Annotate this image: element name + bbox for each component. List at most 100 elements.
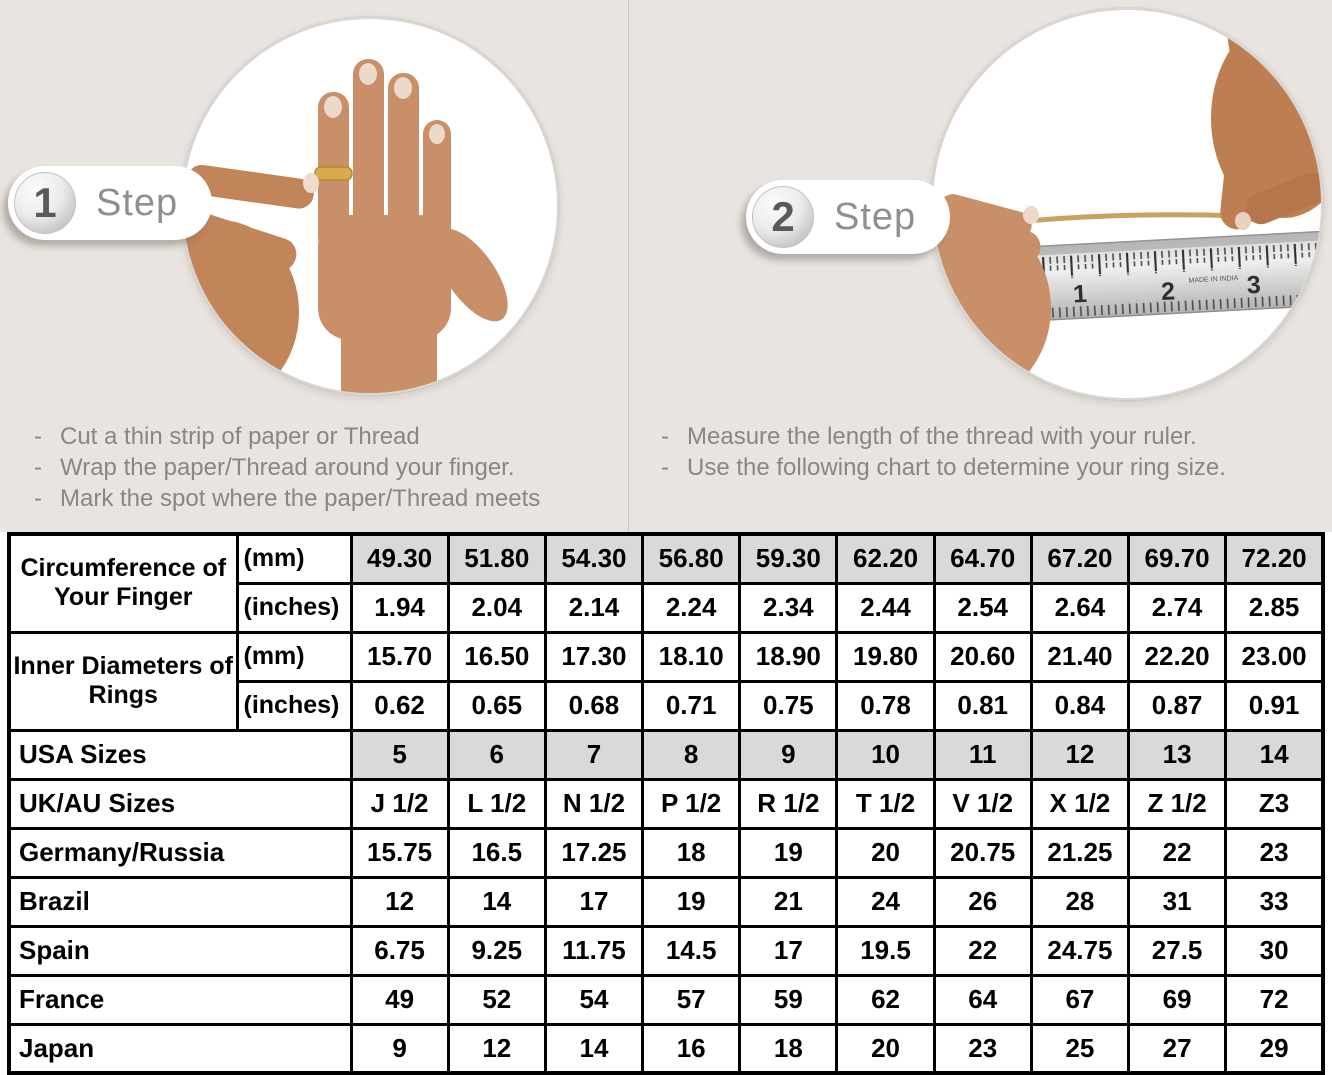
size-cell: 19.5 — [835, 924, 936, 977]
instruction-text: Cut a thin strip of paper or Thread — [60, 423, 420, 450]
size-cell: 20 — [835, 1022, 936, 1075]
size-cell: 54.30 — [543, 532, 645, 585]
size-cell: 49 — [349, 973, 450, 1026]
row-label: France — [7, 973, 353, 1026]
thread-illustration — [1025, 212, 1242, 224]
table-row: USA Sizes 5 6 7 8 9 10 11 12 13 14 — [7, 728, 1325, 781]
size-cell: 2.85 — [1224, 581, 1325, 634]
size-cell: 18.90 — [738, 630, 839, 683]
size-cell: 16 — [641, 1022, 742, 1075]
step-label: Step — [834, 195, 917, 238]
size-cell: 25 — [1029, 1022, 1131, 1075]
size-cell: 22 — [1126, 826, 1228, 879]
instruction-item: Wrap the paper/Thread around your finger… — [34, 452, 620, 483]
size-cell: 2.04 — [446, 581, 547, 634]
size-cell: 67.20 — [1029, 532, 1131, 585]
size-cell: 0.71 — [641, 679, 742, 732]
row-label: UK/AU Sizes — [7, 777, 353, 830]
instructions-section: 1 Step Cut a thin strip of paper or Thre… — [0, 0, 1332, 532]
table-row: (inches) 0.62 0.65 0.68 0.71 0.75 0.78 0… — [9, 679, 1325, 732]
size-cell: 17.25 — [543, 826, 645, 879]
size-cell: P 1/2 — [641, 777, 742, 830]
size-cell: 18 — [641, 826, 742, 879]
palm — [318, 215, 451, 340]
size-cell: 33 — [1224, 875, 1325, 928]
size-cell: 2.44 — [835, 581, 936, 634]
size-cell: 23 — [1224, 826, 1325, 879]
size-cell: 2.64 — [1029, 581, 1131, 634]
size-cell: 28 — [1029, 875, 1131, 928]
thumb — [434, 228, 508, 322]
instruction-item: Mark the spot where the paper/Thread mee… — [34, 483, 620, 514]
size-cell: 29 — [1224, 1022, 1325, 1075]
row-label: USA Sizes — [7, 728, 353, 781]
ring-icon — [314, 166, 353, 181]
size-cell: 11.75 — [543, 924, 645, 977]
size-cell: 0.68 — [543, 679, 645, 732]
ruler-illustration: 1 2 3 MADE IN INDIA — [998, 229, 1322, 324]
size-cell: 2.74 — [1126, 581, 1228, 634]
size-cell: 26 — [932, 875, 1033, 928]
size-cell: 23.00 — [1224, 630, 1325, 683]
size-cell: 2.14 — [543, 581, 645, 634]
size-cell: 6 — [446, 728, 547, 781]
size-cell: 31 — [1126, 875, 1228, 928]
size-cell: V 1/2 — [932, 777, 1033, 830]
size-cell: 21.25 — [1029, 826, 1131, 879]
row-label: Spain — [7, 924, 353, 977]
size-cell: 0.65 — [446, 679, 547, 732]
size-cell: 7 — [543, 728, 645, 781]
size-cell: 69.70 — [1126, 532, 1228, 585]
step-number-badge: 1 — [14, 172, 76, 234]
instruction-text: Wrap the paper/Thread around your finger… — [60, 454, 515, 481]
size-cell: 27 — [1126, 1022, 1228, 1075]
size-cell: 24.75 — [1029, 924, 1131, 977]
table-row: Inner Diameters of Rings (mm) 15.70 16.5… — [7, 630, 1325, 732]
ruler-number: 1 — [1072, 280, 1087, 309]
size-cell: T 1/2 — [835, 777, 936, 830]
size-cell: 64 — [932, 973, 1033, 1026]
step2-panel: 1 2 3 MADE IN INDIA — [628, 0, 1332, 532]
size-cell: 0.87 — [1126, 679, 1228, 732]
size-cell: 18.10 — [641, 630, 742, 683]
size-cell: R 1/2 — [738, 777, 839, 830]
size-cell: 12 — [446, 1022, 547, 1075]
size-cell: J 1/2 — [349, 777, 450, 830]
size-cell: 0.78 — [835, 679, 936, 732]
size-cell: 14 — [1224, 728, 1325, 781]
size-cell: 20.60 — [932, 630, 1033, 683]
size-cell: 2.24 — [641, 581, 742, 634]
size-cell: 10 — [835, 728, 936, 781]
size-cell: 49.30 — [349, 532, 450, 585]
size-cell: 27.5 — [1126, 924, 1228, 977]
size-cell: 72.20 — [1224, 532, 1325, 585]
table-row: Japan 9 12 14 16 18 20 23 25 27 29 — [7, 1022, 1325, 1075]
step1-instructions: Cut a thin strip of paper or Thread Wrap… — [34, 421, 620, 514]
size-chart-section: Circumference of Your Finger (mm) 49.30 … — [0, 532, 1332, 1075]
size-cell: 0.62 — [349, 679, 450, 732]
size-cell: 2.34 — [738, 581, 839, 634]
size-cell: 23 — [932, 1022, 1033, 1075]
size-cell: 9.25 — [446, 924, 547, 977]
size-cell: 17 — [738, 924, 839, 977]
size-cell: 0.81 — [932, 679, 1033, 732]
size-cell: 18 — [738, 1022, 839, 1075]
unit-label: (mm) — [235, 532, 353, 585]
size-cell: 5 — [349, 728, 450, 781]
size-cell: 0.75 — [738, 679, 839, 732]
size-cell: 24 — [835, 875, 936, 928]
table-row: Spain 6.75 9.25 11.75 14.5 17 19.5 22 24… — [7, 924, 1325, 977]
instruction-text: Use the following chart to determine you… — [687, 454, 1226, 481]
size-cell: 15.70 — [349, 630, 450, 683]
ring-size-table: Circumference of Your Finger (mm) 49.30 … — [7, 532, 1325, 1075]
size-cell: 69 — [1126, 973, 1228, 1026]
size-cell: 0.91 — [1224, 679, 1325, 732]
size-cell: 21.40 — [1029, 630, 1131, 683]
size-cell: 56.80 — [641, 532, 742, 585]
size-cell: 14 — [446, 875, 547, 928]
size-cell: 72 — [1224, 973, 1325, 1026]
size-cell: 30 — [1224, 924, 1325, 977]
step-label: Step — [96, 181, 179, 224]
table-row: Brazil 12 14 17 19 21 24 26 28 31 33 — [7, 875, 1325, 928]
ruler-number: 3 — [1246, 271, 1261, 300]
